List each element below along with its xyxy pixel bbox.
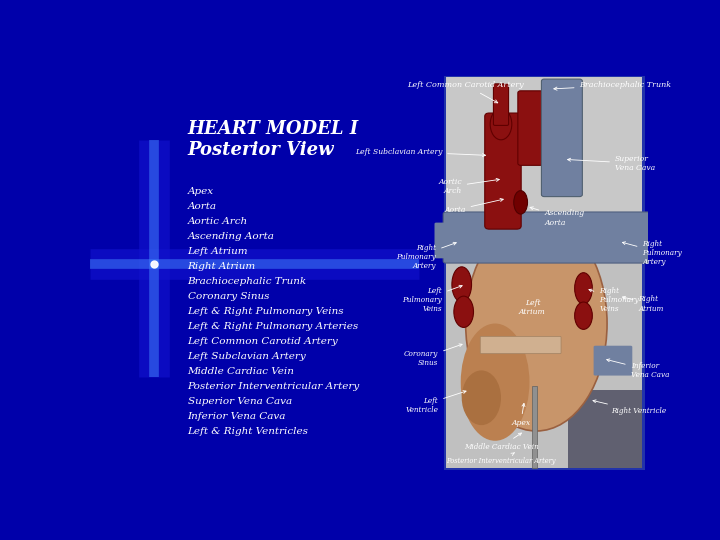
Text: Apex: Apex [511, 403, 530, 427]
Text: Right
Pulmonary
Artery: Right Pulmonary Artery [397, 242, 456, 270]
Text: Posterior Interventricular Artery: Posterior Interventricular Artery [188, 382, 360, 391]
Text: Inferior Vena Cava: Inferior Vena Cava [188, 411, 286, 421]
Bar [568, 390, 642, 468]
Ellipse shape [462, 370, 501, 425]
Text: Left & Right Pulmonary Veins: Left & Right Pulmonary Veins [188, 307, 344, 316]
Bar [446, 77, 642, 253]
Text: Left & Right Pulmonary Arteries: Left & Right Pulmonary Arteries [188, 322, 359, 331]
Text: Aortic
Arch: Aortic Arch [438, 178, 499, 195]
Text: Inferior
Vena Cava: Inferior Vena Cava [607, 359, 669, 379]
Text: Posterior Interventricular Artery: Posterior Interventricular Artery [446, 453, 556, 465]
Text: Left & Right Ventricles: Left & Right Ventricles [188, 427, 309, 436]
FancyBboxPatch shape [434, 222, 477, 258]
Ellipse shape [452, 267, 472, 302]
Text: Ascending Aorta: Ascending Aorta [188, 232, 274, 241]
Text: Middle Cardiac Vein: Middle Cardiac Vein [188, 367, 294, 376]
Text: Right Ventricle: Right Ventricle [593, 400, 666, 415]
Text: Left Subclavian Artery: Left Subclavian Artery [188, 352, 307, 361]
Text: Posterior View: Posterior View [188, 141, 334, 159]
Text: Left Common Carotid Artery: Left Common Carotid Artery [408, 81, 524, 103]
Text: Apex: Apex [188, 187, 214, 196]
Text: Brachiocephalic Trunk: Brachiocephalic Trunk [554, 81, 672, 90]
FancyBboxPatch shape [480, 336, 561, 354]
Ellipse shape [454, 296, 474, 327]
Ellipse shape [461, 323, 529, 441]
Text: Left
Atrium: Left Atrium [519, 299, 546, 316]
FancyBboxPatch shape [493, 84, 508, 125]
Text: Coronary Sinus: Coronary Sinus [188, 292, 269, 301]
Bar [444, 76, 644, 470]
FancyBboxPatch shape [593, 346, 632, 375]
Text: Aorta: Aorta [188, 202, 217, 211]
Text: Ascending
Aorta: Ascending Aorta [530, 207, 585, 227]
FancyBboxPatch shape [546, 80, 577, 106]
Text: Middle Cardiac Vein: Middle Cardiac Vein [464, 433, 539, 450]
Text: Aorta: Aorta [444, 198, 503, 214]
Text: Right Atrium: Right Atrium [188, 262, 256, 271]
Text: Left Subclavian Artery: Left Subclavian Artery [355, 147, 485, 157]
Ellipse shape [575, 273, 593, 304]
FancyBboxPatch shape [601, 217, 664, 258]
FancyBboxPatch shape [485, 113, 521, 229]
Text: Aortic Arch: Aortic Arch [188, 217, 248, 226]
Ellipse shape [466, 216, 607, 431]
Ellipse shape [514, 191, 528, 214]
Ellipse shape [490, 109, 512, 140]
Text: Coronary
Sinus: Coronary Sinus [404, 344, 462, 367]
Text: Left
Pulmonary
Veins: Left Pulmonary Veins [402, 285, 462, 313]
Text: Brachiocephalic Trunk: Brachiocephalic Trunk [188, 277, 307, 286]
Bar [446, 253, 642, 468]
FancyBboxPatch shape [518, 91, 543, 165]
FancyBboxPatch shape [444, 212, 655, 263]
Text: Left Atrium: Left Atrium [188, 247, 248, 256]
Text: Superior Vena Cava: Superior Vena Cava [188, 397, 292, 406]
Text: Right
Pulmonary
Artery: Right Pulmonary Artery [622, 240, 682, 266]
Text: HEART MODEL I: HEART MODEL I [188, 120, 359, 138]
Text: Left
Ventricle: Left Ventricle [405, 390, 466, 414]
FancyBboxPatch shape [541, 79, 582, 197]
Text: Right
Pulmonary
Veins: Right Pulmonary Veins [589, 287, 639, 313]
Ellipse shape [575, 302, 593, 329]
Bar [532, 386, 537, 468]
Text: Superior
Vena Cava: Superior Vena Cava [567, 154, 655, 172]
Text: Left Common Carotid Artery: Left Common Carotid Artery [188, 337, 338, 346]
Bar [446, 77, 642, 468]
Text: Right
Atrium: Right Atrium [623, 295, 664, 313]
